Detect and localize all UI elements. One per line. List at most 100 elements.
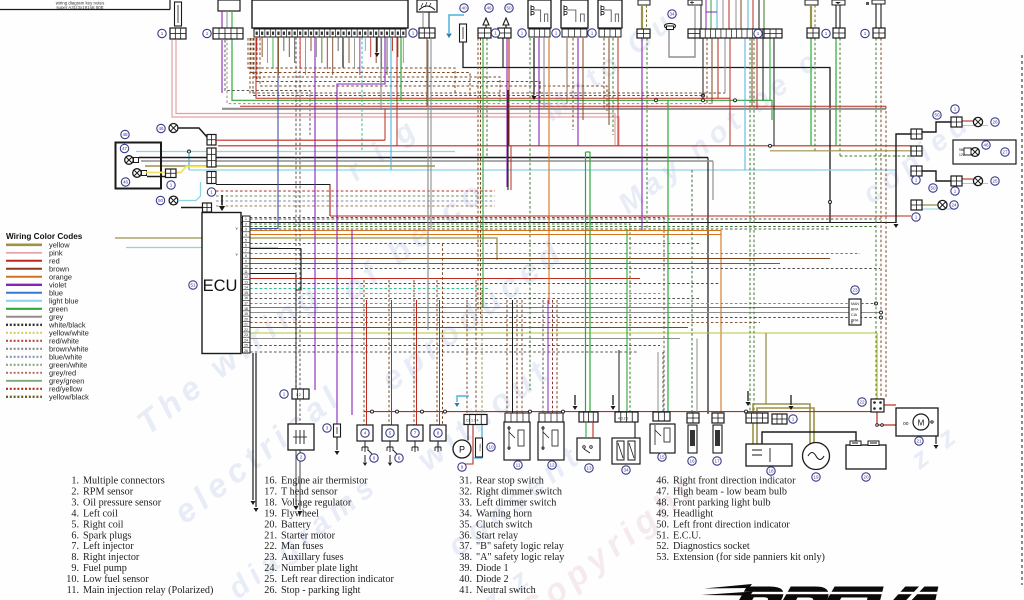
- svg-text:1: 1: [283, 392, 286, 397]
- svg-text:red/white: red/white: [49, 337, 79, 346]
- svg-text:light blue: light blue: [49, 297, 79, 306]
- svg-text:37.: 37.: [459, 541, 472, 552]
- svg-text:ECU: ECU: [203, 277, 238, 295]
- svg-text:16: 16: [689, 459, 695, 464]
- svg-text:Diagnostics socket: Diagnostics socket: [673, 541, 750, 552]
- svg-text:red/yellow: red/yellow: [49, 385, 83, 394]
- svg-text:48: 48: [122, 132, 128, 137]
- svg-text:Front parking light bulb: Front parking light bulb: [673, 497, 771, 508]
- svg-text:C1 1 3 4: C1 1 3 4: [466, 419, 479, 423]
- svg-text:986: 986: [959, 148, 965, 152]
- svg-text:48.: 48.: [656, 497, 669, 508]
- svg-text:Left dimmer switch: Left dimmer switch: [476, 497, 556, 508]
- svg-text:17.: 17.: [264, 486, 277, 497]
- svg-text:brown: brown: [49, 265, 69, 274]
- svg-text:15: 15: [244, 291, 248, 295]
- svg-text:9.: 9.: [71, 563, 79, 574]
- svg-text:wiring diagram key notes: wiring diagram key notes: [56, 1, 105, 6]
- svg-text:Neutral switch: Neutral switch: [476, 585, 536, 596]
- svg-text:grey/green: grey/green: [49, 377, 84, 386]
- svg-text:12: 12: [549, 463, 555, 468]
- svg-text:2: 2: [245, 222, 247, 226]
- svg-text:21.: 21.: [264, 530, 277, 541]
- svg-text:Diode 1: Diode 1: [476, 563, 509, 574]
- svg-text:1: 1: [591, 31, 594, 36]
- svg-text:53.: 53.: [656, 552, 669, 563]
- svg-text:19.: 19.: [264, 508, 277, 519]
- svg-text:FUEL: FUEL: [478, 443, 482, 451]
- svg-text:violet: violet: [49, 281, 66, 290]
- svg-text:1: 1: [915, 178, 918, 183]
- svg-text:1: 1: [206, 31, 209, 36]
- svg-text:34: 34: [623, 468, 629, 473]
- svg-text:1: 1: [210, 190, 213, 195]
- svg-text:50: 50: [506, 6, 512, 11]
- svg-text:4: 4: [245, 233, 247, 237]
- svg-text:10: 10: [244, 265, 248, 269]
- svg-text:Low fuel sensor: Low fuel sensor: [83, 574, 149, 585]
- svg-text:1: 1: [170, 183, 173, 188]
- svg-text:Auxillary fuses: Auxillary fuses: [281, 552, 344, 563]
- svg-text:Flywheel: Flywheel: [281, 508, 319, 519]
- svg-text:CIA: CIA: [851, 313, 858, 317]
- svg-text:1.: 1.: [71, 476, 79, 487]
- svg-text:1: 1: [825, 31, 828, 36]
- svg-text:6: 6: [373, 456, 376, 461]
- svg-text:Battery: Battery: [281, 519, 312, 530]
- svg-text:16.: 16.: [264, 476, 277, 487]
- svg-text:9: 9: [245, 259, 247, 263]
- svg-text:46: 46: [486, 6, 492, 11]
- svg-text:1: 1: [412, 31, 415, 36]
- svg-text:17: 17: [714, 459, 720, 464]
- svg-text:19: 19: [244, 312, 248, 316]
- svg-text:1: 1: [245, 217, 247, 221]
- svg-text:T head sensor: T head sensor: [281, 486, 338, 497]
- svg-text:Rear stop switch: Rear stop switch: [476, 476, 544, 487]
- svg-text:Fuel pump: Fuel pump: [83, 563, 127, 574]
- svg-text:41.: 41.: [459, 585, 472, 596]
- svg-text:E: E: [851, 321, 854, 325]
- svg-text:4.: 4.: [71, 508, 79, 519]
- svg-text:8.: 8.: [71, 552, 79, 563]
- svg-text:orange: orange: [49, 273, 72, 282]
- svg-text:35.: 35.: [459, 519, 472, 530]
- svg-text:Left injector: Left injector: [83, 541, 134, 552]
- svg-text:Right coil: Right coil: [83, 519, 124, 530]
- svg-text:20: 20: [244, 317, 248, 321]
- svg-text:19: 19: [813, 475, 819, 480]
- svg-text:26.: 26.: [264, 585, 277, 596]
- svg-text:32.: 32.: [459, 486, 472, 497]
- svg-text:Man fuses: Man fuses: [281, 541, 323, 552]
- svg-text:50.: 50.: [656, 519, 669, 530]
- svg-text:40.: 40.: [459, 574, 472, 585]
- svg-text:2: 2: [300, 455, 303, 460]
- svg-text:11: 11: [516, 463, 521, 468]
- svg-text:green: green: [49, 305, 68, 314]
- svg-text:RPM sensor: RPM sensor: [83, 486, 134, 497]
- svg-text:7: 7: [245, 249, 247, 253]
- svg-text:34: 34: [669, 12, 675, 17]
- svg-text:21: 21: [244, 323, 248, 327]
- svg-text:18.: 18.: [264, 497, 277, 508]
- svg-text:8: 8: [245, 254, 247, 258]
- svg-text:40: 40: [461, 6, 467, 11]
- svg-text:1: 1: [521, 31, 524, 36]
- svg-text:1: 1: [555, 31, 558, 36]
- svg-text:yellow/black: yellow/black: [49, 393, 89, 402]
- svg-text:33.: 33.: [459, 497, 472, 508]
- svg-text:9: 9: [461, 465, 464, 470]
- svg-text:4: 4: [364, 431, 367, 436]
- svg-text:E.C.U.: E.C.U.: [673, 530, 701, 541]
- svg-text:7: 7: [414, 431, 417, 436]
- svg-text:Right injector: Right injector: [83, 552, 140, 563]
- svg-text:24: 24: [244, 338, 248, 342]
- svg-text:2.: 2.: [71, 486, 79, 497]
- svg-text:5: 5: [389, 431, 392, 436]
- svg-text:13: 13: [244, 280, 248, 284]
- svg-text:Right front direction indicato: Right front direction indicator: [673, 476, 796, 487]
- svg-text:1: 1: [161, 31, 164, 36]
- svg-text:Clutch switch: Clutch switch: [476, 519, 532, 530]
- svg-text:46: 46: [123, 180, 129, 185]
- svg-text:"B" safety logic relay: "B" safety logic relay: [476, 541, 565, 552]
- svg-text:24: 24: [951, 203, 957, 208]
